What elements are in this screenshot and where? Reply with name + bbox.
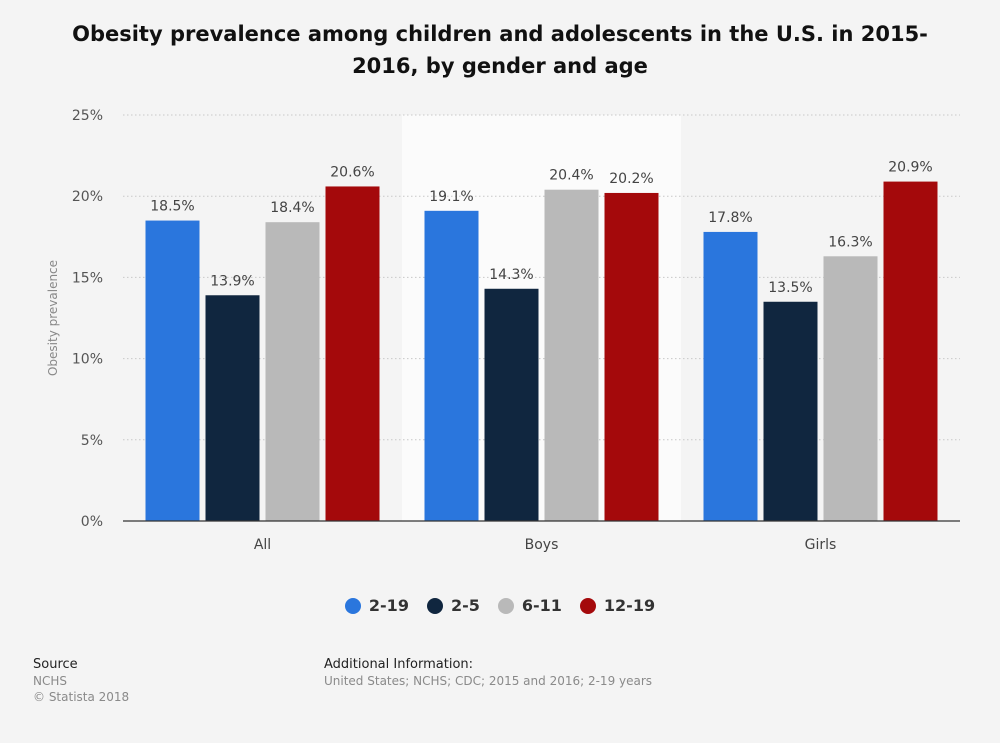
data-label: 17.8% [708, 210, 752, 226]
x-tick-label: Girls [805, 537, 837, 553]
bar-all-6-11[interactable] [265, 222, 320, 521]
bar-girls-2-19[interactable] [703, 231, 758, 522]
data-label: 18.5% [150, 199, 194, 215]
data-label: 18.4% [270, 200, 314, 216]
data-label: 14.3% [489, 267, 533, 283]
legend-item-2-5[interactable]: 2-5 [426, 596, 480, 615]
bar-boys-2-19[interactable] [424, 210, 479, 522]
legend-label: 2-19 [368, 596, 409, 615]
legend-item-6-11[interactable]: 6-11 [497, 596, 562, 615]
data-label: 19.1% [429, 189, 473, 205]
data-label: 20.2% [609, 171, 653, 187]
legend-dot-icon [426, 597, 443, 614]
bar-all-2-5[interactable] [205, 295, 260, 521]
legend-dot-icon [497, 597, 514, 614]
bar-girls-6-11[interactable] [823, 256, 878, 521]
additional-info-value: United States; NCHS; CDC; 2015 and 2016;… [324, 674, 653, 688]
data-label: 20.4% [549, 168, 593, 184]
x-tick-label: All [254, 537, 271, 553]
y-tick-label: 15% [72, 270, 103, 286]
chart-title: Obesity prevalence among children and ad… [72, 22, 928, 78]
y-tick-label: 5% [81, 433, 103, 449]
chart-legend: 2-19 2-5 6-11 12-19 [0, 596, 1000, 615]
legend-label: 2-5 [450, 596, 480, 615]
data-label: 20.6% [330, 164, 374, 180]
additional-info-block: Additional Information: United States; N… [324, 657, 652, 689]
source-label: Source [33, 657, 78, 672]
data-label: 20.9% [888, 160, 932, 176]
data-label: 13.5% [768, 280, 812, 296]
y-tick-label: 10% [72, 352, 103, 368]
legend-item-2-19[interactable]: 2-19 [344, 596, 409, 615]
bar-boys-12-19[interactable] [604, 192, 659, 521]
y-tick-label: 20% [72, 189, 103, 205]
source-value[interactable]: NCHS [33, 674, 67, 688]
y-tick-label: 25% [72, 108, 103, 124]
x-tick-label: Boys [525, 537, 559, 553]
legend-dot-icon [344, 597, 361, 614]
bar-all-12-19[interactable] [325, 186, 380, 521]
y-axis-label: Obesity prevalence [46, 260, 60, 376]
bar-girls-12-19[interactable] [883, 181, 938, 522]
legend-item-12-19[interactable]: 12-19 [579, 596, 656, 615]
legend-dot-icon [579, 597, 596, 614]
copyright-text: © Statista 2018 [33, 690, 130, 704]
data-label: 13.9% [210, 273, 254, 289]
bar-boys-2-5[interactable] [484, 288, 539, 521]
additional-info-label: Additional Information: [324, 657, 474, 672]
legend-label: 12-19 [603, 596, 656, 615]
bar-all-2-19[interactable] [145, 220, 200, 521]
source-block: Source NCHS © Statista 2018 [33, 657, 129, 705]
bar-girls-2-5[interactable] [763, 301, 818, 521]
y-tick-label: 0% [81, 514, 103, 530]
data-label: 16.3% [828, 234, 872, 250]
bar-boys-6-11[interactable] [544, 189, 599, 522]
legend-label: 6-11 [521, 596, 562, 615]
